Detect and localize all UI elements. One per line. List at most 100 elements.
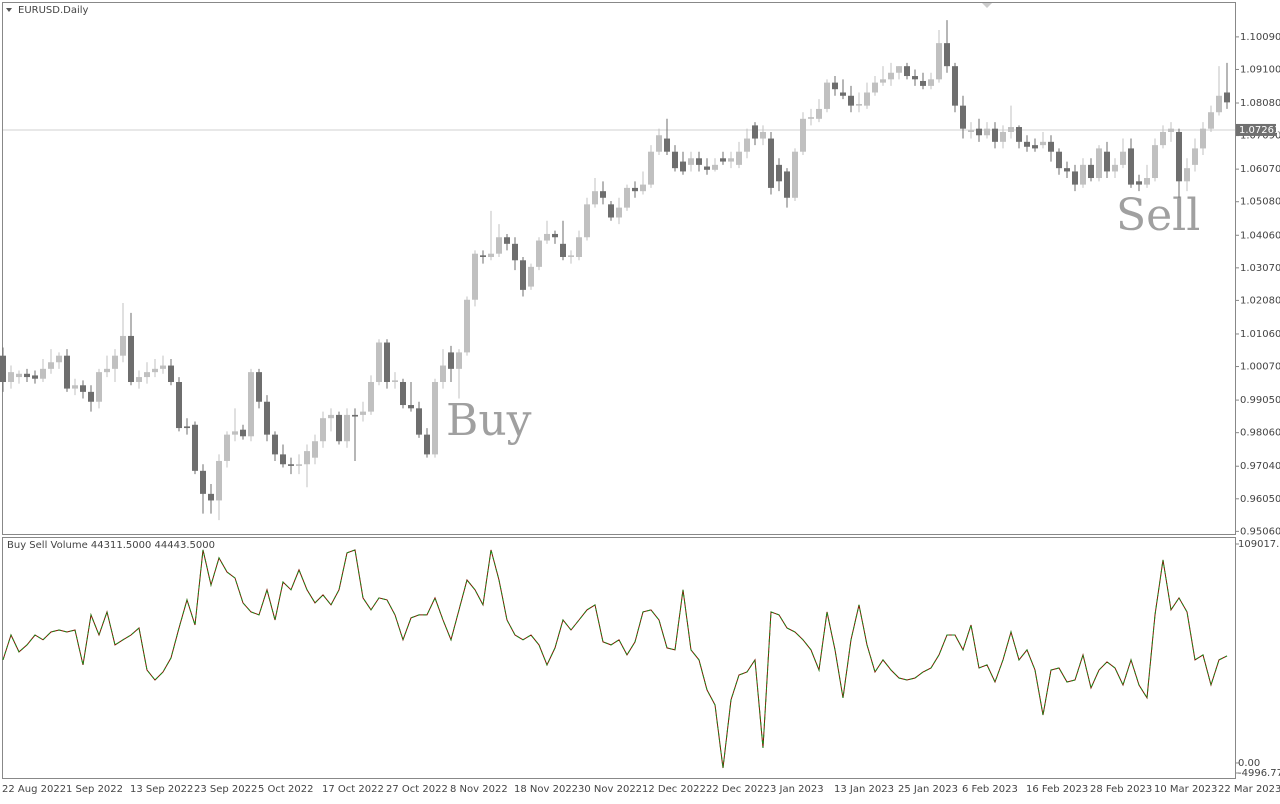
candle-body <box>632 187 638 192</box>
candle-body <box>712 164 718 170</box>
menu-arrow[interactable] <box>6 8 12 12</box>
candle-body <box>336 414 342 442</box>
candle-body <box>968 130 974 132</box>
candle-body <box>1208 112 1214 129</box>
price-label: 1.07261 <box>1239 125 1280 136</box>
candle-body <box>568 255 574 257</box>
y-tick-label: 1.00070 <box>1240 362 1280 373</box>
candle-body <box>848 95 854 106</box>
candle-body <box>592 191 598 205</box>
x-tick-label: 8 Nov 2022 <box>450 784 508 795</box>
candle-body <box>360 411 366 415</box>
candle-body <box>856 104 862 106</box>
price-label-box <box>1236 123 1276 136</box>
candle-body <box>744 138 750 152</box>
x-tick-label: 13 Sep 2022 <box>130 784 193 795</box>
candle-body <box>912 76 918 80</box>
candle-body <box>824 82 830 109</box>
candle-body <box>696 158 702 165</box>
x-tick-label: 5 Oct 2022 <box>258 784 313 795</box>
candle-body <box>40 368 46 379</box>
x-tick-label: 18 Nov 2022 <box>514 784 578 795</box>
x-tick-label: 12 Dec 2022 <box>642 784 706 795</box>
volume-line-dashed <box>2 549 1228 769</box>
candle-body <box>112 355 118 369</box>
candle-body <box>1152 145 1158 179</box>
candle-body <box>344 414 350 442</box>
candle-body <box>1000 131 1006 142</box>
candle-body <box>88 391 94 402</box>
candle-body <box>776 164 782 182</box>
candle-body <box>768 138 774 188</box>
y-tick-label: 1.05080 <box>1240 197 1280 208</box>
candle-body <box>32 375 38 379</box>
candle-body <box>0 355 6 383</box>
y-tick-label: 0.97040 <box>1240 461 1280 472</box>
y-tick-label: 0.96050 <box>1240 494 1280 505</box>
y-tick-label: 1.04060 <box>1240 230 1280 241</box>
y-tick-label: 1.03070 <box>1240 263 1280 274</box>
candle-body <box>688 158 694 165</box>
candle-body <box>1032 145 1038 149</box>
candle-body <box>664 138 670 152</box>
candle-body <box>600 191 606 198</box>
candle-body <box>872 82 878 93</box>
candle-body <box>1176 131 1182 182</box>
y-tick-label: -4996.77 <box>1238 768 1280 779</box>
candle-body <box>1112 164 1118 172</box>
candle-body <box>672 151 678 169</box>
y-tick-label: 1.02080 <box>1240 295 1280 306</box>
candle-body <box>200 470 206 494</box>
candle-body <box>1224 92 1230 103</box>
candle-body <box>792 151 798 198</box>
annotation: Buy <box>446 395 532 446</box>
candle-body <box>960 105 966 129</box>
candle-body <box>728 158 734 162</box>
x-tick-label: 30 Nov 2022 <box>578 784 642 795</box>
candle-body <box>264 401 270 435</box>
candle-body <box>984 128 990 136</box>
candle-body <box>16 373 22 378</box>
candle-body <box>496 237 502 254</box>
x-tick-label: 17 Oct 2022 <box>322 784 384 795</box>
x-tick-label: 27 Oct 2022 <box>386 784 448 795</box>
candle-body <box>304 451 310 465</box>
candle-body <box>608 204 614 218</box>
candle-body <box>952 66 958 106</box>
y-tick-label: 0.00 <box>1238 758 1260 769</box>
candle-body <box>1192 148 1198 165</box>
candle-body <box>896 66 902 73</box>
candle-body <box>1048 141 1054 152</box>
y-tick-label: 0.95060 <box>1240 526 1280 537</box>
candle-body <box>456 352 462 369</box>
candle-body <box>128 335 134 383</box>
candle-body <box>48 362 54 369</box>
candle-body <box>64 355 70 389</box>
y-tick-label: 109017.57 <box>1238 539 1280 550</box>
candle-body <box>1024 141 1030 147</box>
candle-body <box>104 368 110 373</box>
y-tick-label: 0.98060 <box>1240 428 1280 439</box>
chart-title: EURUSD.Daily <box>18 5 89 16</box>
shift-marker <box>982 3 992 8</box>
y-tick-label: 1.10090 <box>1240 32 1280 43</box>
x-tick-label: 3 Jan 2023 <box>770 784 824 795</box>
candle-body <box>224 434 230 461</box>
candle-body <box>544 233 550 241</box>
candle-body <box>936 43 942 80</box>
candle-body <box>944 43 950 67</box>
candle-body <box>352 414 358 417</box>
candle-body <box>800 118 806 152</box>
candle-body <box>512 243 518 261</box>
candle-body <box>376 342 382 383</box>
candle-body <box>72 385 78 389</box>
candle-body <box>1136 181 1142 185</box>
candle-body <box>432 382 438 455</box>
y-tick-label: 1.09100 <box>1240 64 1280 75</box>
candle-body <box>152 368 158 373</box>
candle-body <box>208 493 214 501</box>
candle-body <box>752 125 758 139</box>
x-tick-label: 25 Jan 2023 <box>898 784 958 795</box>
